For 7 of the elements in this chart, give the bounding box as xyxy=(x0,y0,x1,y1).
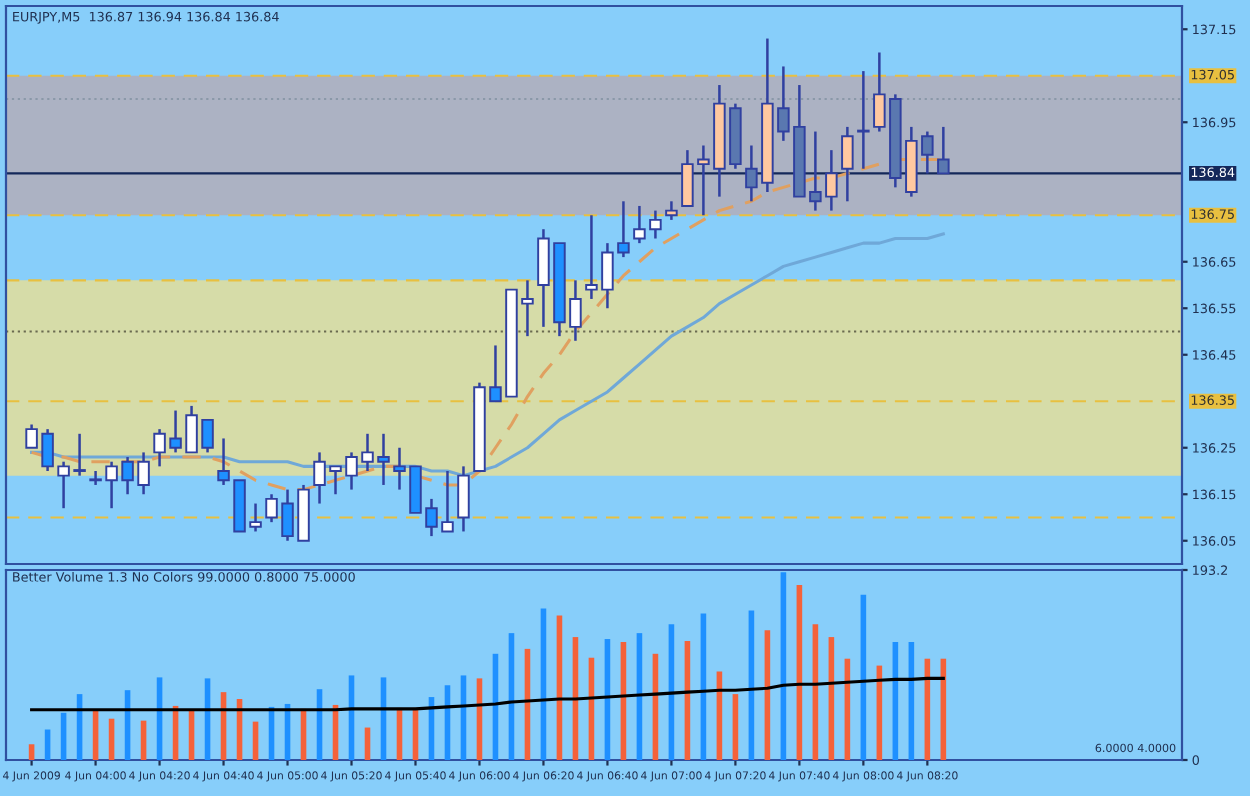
candlestick xyxy=(857,69,870,170)
candlestick xyxy=(665,200,678,222)
candlestick xyxy=(457,465,470,533)
candlestick xyxy=(841,125,854,203)
candlestick xyxy=(937,125,950,175)
line-series xyxy=(30,676,945,712)
bar xyxy=(28,744,35,760)
